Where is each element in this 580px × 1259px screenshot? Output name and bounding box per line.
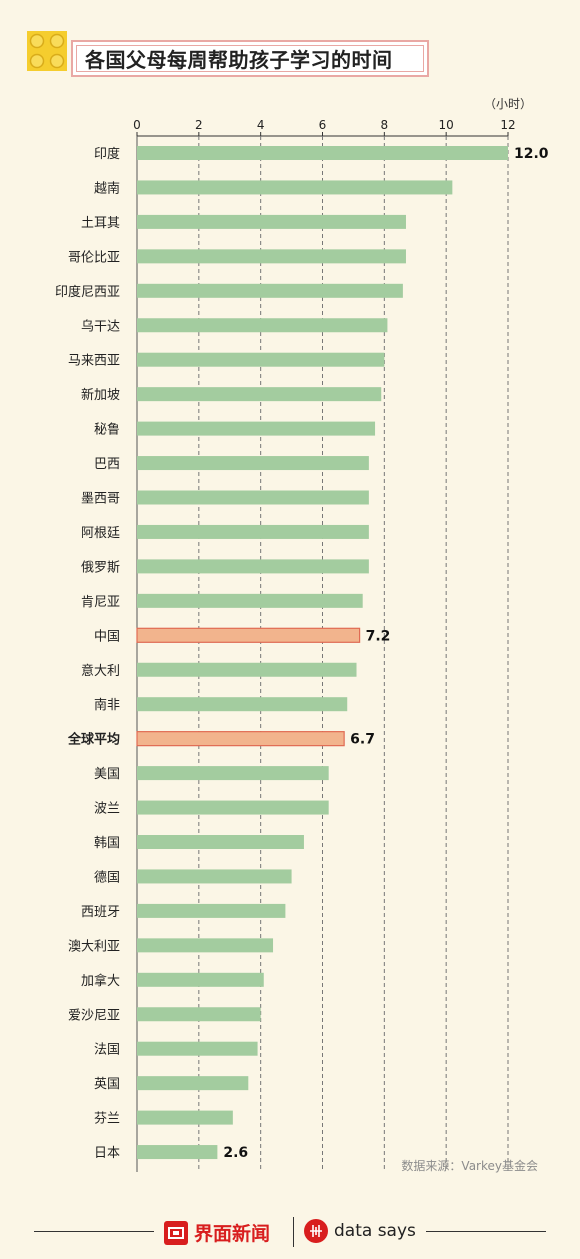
bar — [137, 318, 388, 333]
category-label: 西班牙 — [81, 905, 120, 920]
bar-chart: （小时） 0 2 4 6 8 10 12 印度 12.0 越南土耳其哥伦比亚印度尼西亚乌干达马来西亚… — [55, 97, 549, 1173]
category-label: 印度 — [94, 146, 120, 162]
bar — [137, 524, 369, 539]
jiemian-brand-text: 界面新闻 — [194, 1223, 271, 1245]
x-tick-label: 12 — [500, 118, 515, 132]
chart-title: 各国父母每周帮助孩子学习的时间 — [85, 48, 393, 72]
bar — [137, 387, 382, 402]
category-label: 肯尼亚 — [81, 595, 120, 610]
bar — [137, 593, 363, 608]
category-label: 新加坡 — [81, 387, 120, 403]
category-label: 芬兰 — [94, 1112, 120, 1127]
category-label: 俄罗斯 — [81, 560, 120, 575]
bar — [137, 559, 369, 574]
category-label: 美国 — [94, 767, 120, 782]
bar — [137, 869, 292, 884]
category-label: 墨西哥 — [81, 492, 120, 507]
title-box: 各国父母每周帮助孩子学习的时间 — [71, 40, 429, 77]
bar — [137, 249, 406, 264]
bar — [137, 662, 357, 677]
category-label: 日本 — [94, 1146, 120, 1161]
jiemian-brand: 界面新闻 — [164, 1219, 270, 1246]
category-label: 巴西 — [94, 457, 120, 472]
brand-divider — [293, 1217, 294, 1247]
bar — [137, 421, 376, 436]
unit-label: （小时） — [484, 97, 532, 111]
category-label: 全球平均 — [67, 732, 120, 748]
category-label: 乌干达 — [81, 318, 120, 334]
category-label: 德国 — [94, 870, 120, 885]
bar-highlight — [136, 627, 361, 643]
bar — [137, 938, 274, 953]
bar — [137, 697, 348, 712]
category-label: 哥伦比亚 — [68, 250, 120, 265]
category-label: 秘鲁 — [94, 423, 120, 438]
category-label: 爱沙尼亚 — [68, 1008, 120, 1023]
bar — [137, 456, 369, 471]
bar-highlight — [136, 731, 345, 747]
bar — [137, 180, 453, 195]
bar — [137, 490, 369, 505]
category-label: 越南 — [94, 180, 120, 196]
x-tick-label: 8 — [381, 118, 389, 132]
bar — [137, 283, 403, 298]
category-label: 韩国 — [94, 836, 120, 851]
footer-rule-left — [34, 1231, 154, 1232]
category-label: 波兰 — [94, 802, 120, 817]
category-label: 澳大利亚 — [68, 938, 120, 954]
jiemian-logo-icon — [164, 1220, 188, 1245]
category-label: 中国 — [94, 629, 120, 644]
footer-rule-right — [426, 1231, 546, 1232]
datasays-logo-icon — [304, 1219, 328, 1243]
category-label: 南非 — [94, 697, 120, 713]
data-label: 2.6 — [223, 1145, 248, 1161]
bar — [137, 903, 286, 918]
category-label: 加拿大 — [81, 973, 120, 989]
x-tick-label: 0 — [133, 118, 141, 132]
bar — [137, 1145, 218, 1160]
bar — [137, 1041, 258, 1056]
category-label: 英国 — [94, 1077, 120, 1092]
bar — [137, 835, 304, 849]
bar — [137, 1110, 233, 1125]
data-label: 6.7 — [350, 732, 375, 748]
category-label: 印度尼西亚 — [55, 284, 120, 300]
bar — [137, 800, 329, 815]
bar — [137, 1076, 249, 1091]
bar — [137, 1007, 261, 1022]
category-label: 意大利 — [81, 663, 120, 679]
x-tick-label: 4 — [257, 118, 265, 132]
x-tick-label: 6 — [319, 118, 327, 132]
category-label: 法国 — [94, 1043, 120, 1058]
x-tick-label: 2 — [195, 118, 203, 132]
bar — [137, 214, 406, 229]
datasays-brand: data says — [304, 1219, 416, 1243]
bar — [137, 146, 508, 160]
data-label: 12.0 — [514, 146, 549, 162]
category-label: 阿根廷 — [81, 526, 120, 541]
bar — [137, 352, 385, 367]
data-source: 数据来源：Varkey基金会 — [401, 1159, 538, 1173]
datasays-brand-text: data says — [334, 1221, 416, 1241]
bar — [137, 766, 329, 781]
x-tick-label: 10 — [439, 118, 454, 132]
data-label: 7.2 — [366, 628, 391, 644]
category-label: 马来西亚 — [68, 354, 120, 369]
bar — [137, 972, 264, 987]
category-label: 土耳其 — [81, 216, 120, 231]
yellow-blocks-icon — [27, 31, 67, 71]
footer-brand-bar: 界面新闻 data says — [0, 1213, 580, 1253]
